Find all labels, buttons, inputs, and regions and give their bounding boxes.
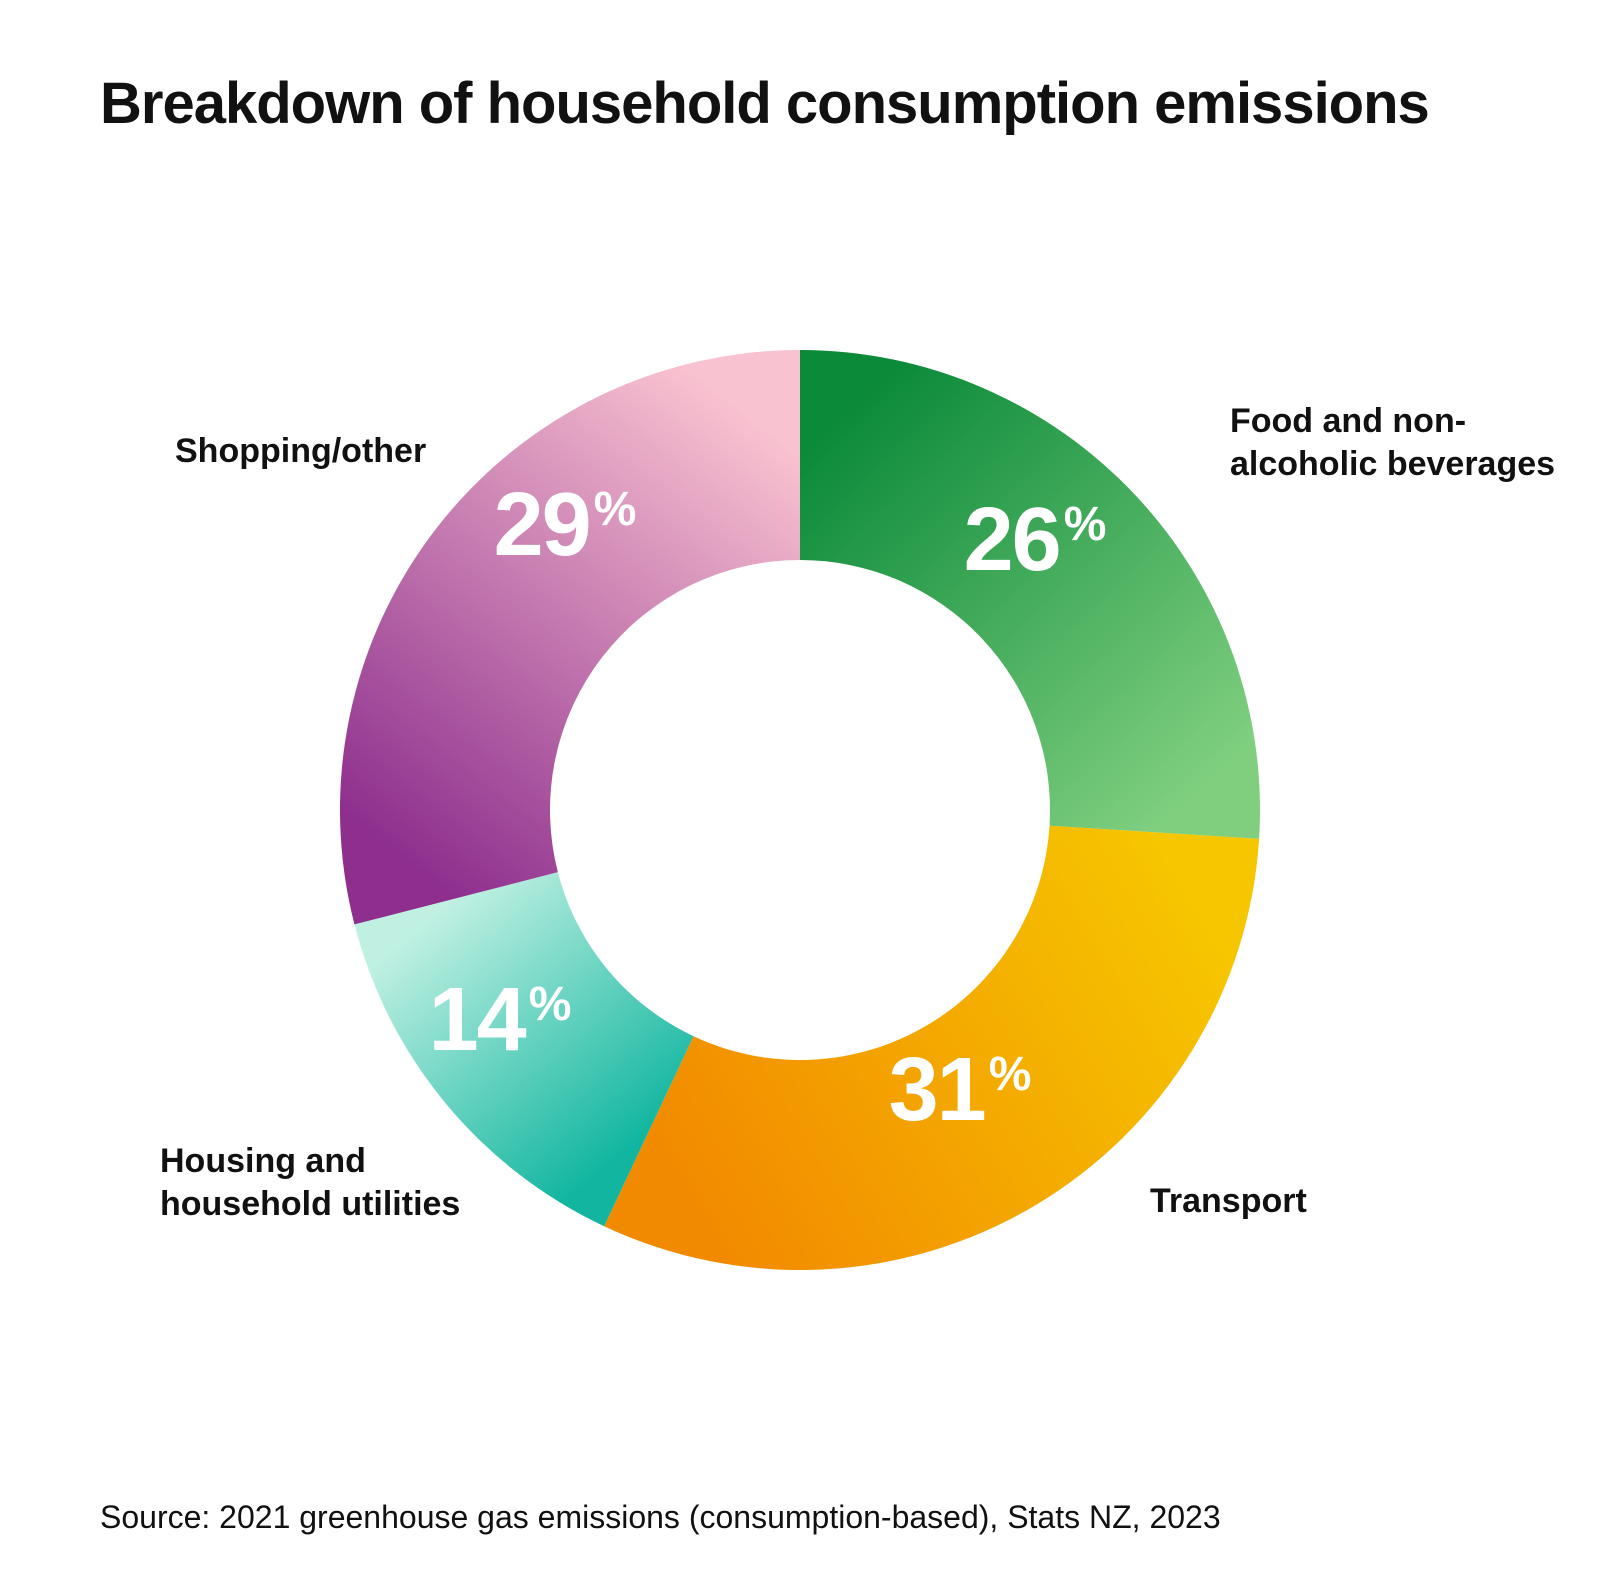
label-housing: Housing andhousehold utilities (160, 1140, 460, 1225)
donut-svg: 26%31%14%29% (0, 0, 1600, 1596)
page: Breakdown of household consumption emiss… (0, 0, 1600, 1596)
donut-chart: 26%31%14%29% Food and non-alcoholic beve… (0, 0, 1600, 1596)
label-transport: Transport (1150, 1180, 1307, 1223)
label-shopping: Shopping/other (175, 430, 426, 473)
source-text: Source: 2021 greenhouse gas emissions (c… (100, 1499, 1221, 1536)
segment-food (800, 350, 1260, 839)
label-food: Food and non-alcoholic beverages (1230, 400, 1555, 485)
